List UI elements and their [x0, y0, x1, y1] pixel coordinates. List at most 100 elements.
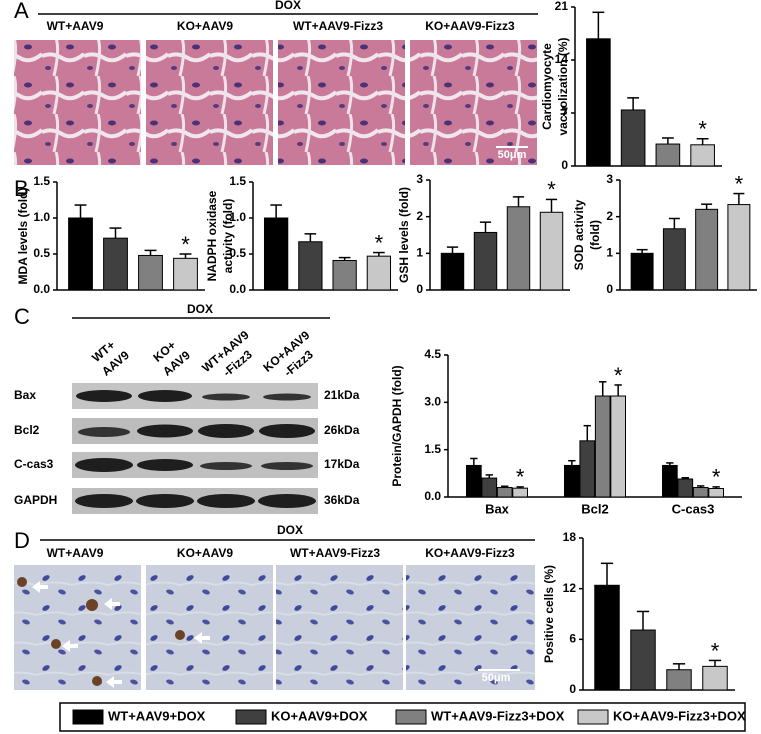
y-axis-label: activity (fold): [221, 199, 235, 274]
bar: [539, 211, 564, 291]
micrograph: [14, 40, 141, 165]
bar: [702, 665, 728, 691]
y-tick-label: 3.0: [424, 395, 441, 409]
bar: [662, 228, 686, 291]
legend-box: [59, 702, 746, 732]
panel-label: C: [14, 304, 30, 329]
bar: [440, 252, 465, 291]
blot-size-label: 21kDa: [324, 388, 360, 402]
legend-swatch: [577, 709, 609, 725]
legend-label: KO+AAV9-Fizz3+DOX: [613, 708, 746, 723]
bar: [473, 231, 498, 291]
y-tick-label: 1.5: [424, 442, 441, 456]
y-axis-label: SOD activity: [572, 199, 586, 270]
western-blot: [72, 383, 318, 514]
micrograph: [146, 40, 273, 165]
blot-size-label: 17kDa: [324, 457, 360, 471]
micrograph: [278, 40, 405, 165]
bar: [496, 487, 513, 498]
bar: [655, 143, 681, 167]
bar: [610, 395, 627, 498]
y-tick-label: 0: [569, 682, 576, 696]
y-tick-label: 1.0: [229, 210, 246, 224]
static-layout: [14, 13, 746, 732]
image-label: WT+AAV9-Fizz3: [293, 19, 383, 33]
y-tick-label: 0.0: [229, 282, 246, 296]
arrows: [32, 581, 210, 688]
y-axis-label: (fold): [588, 220, 602, 250]
y-tick-label: 3: [606, 172, 613, 186]
bar: [298, 241, 323, 291]
bar: [594, 584, 620, 691]
y-tick-label: 0: [606, 282, 613, 296]
y-tick-label: 7: [561, 105, 568, 119]
y-tick-label: 0: [561, 158, 568, 172]
y-tick-label: 6: [569, 632, 576, 646]
significance-mark: *: [712, 465, 721, 490]
bar: [630, 629, 656, 691]
y-axis-label: NADPH oxidase: [205, 190, 219, 281]
bar: [692, 487, 709, 498]
image-label: KO+AAV9: [177, 19, 233, 33]
group-header: DOX: [277, 523, 303, 537]
bar: [103, 237, 128, 291]
significance-mark: *: [547, 177, 556, 202]
legend-swatch: [72, 709, 104, 725]
y-tick-label: 18: [563, 530, 577, 544]
bar: [506, 206, 531, 291]
significance-mark: *: [516, 465, 525, 490]
bar: [594, 395, 611, 498]
y-axis-label: Cardiomyocyte: [540, 43, 554, 130]
y-tick-label: 0.0: [424, 489, 441, 503]
group-header: DOX: [187, 302, 213, 316]
y-axis-label: GSH levels (fold): [397, 187, 411, 283]
y-tick-label: 2: [606, 209, 613, 223]
y-tick-label: 0.5: [33, 246, 50, 260]
y-tick-label: 0: [416, 282, 423, 296]
bar: [138, 254, 163, 291]
legend-label: KO+AAV9+DOX: [271, 708, 368, 723]
blot-size-label: 36kDa: [324, 493, 360, 507]
y-tick-label: 1.5: [33, 174, 50, 188]
image-label: KO+AAV9-Fizz3: [425, 19, 515, 33]
bar: [620, 109, 646, 167]
bar: [332, 259, 357, 291]
y-tick-label: 21: [555, 0, 569, 13]
micrograph: [14, 565, 141, 690]
panel-label: A: [14, 0, 29, 23]
micrograph: [146, 565, 273, 690]
legend-label: WT+AAV9-Fizz3+DOX: [431, 708, 565, 723]
bar: [666, 669, 692, 691]
y-tick-label: 1: [416, 246, 423, 260]
scale-bar-label: 50μm: [482, 672, 511, 684]
bar: [677, 478, 694, 498]
group-header: DOX: [275, 0, 301, 12]
bar: [586, 38, 611, 167]
bar: [708, 487, 725, 498]
positive-nuclei: [17, 577, 185, 686]
y-tick-label: 4.5: [424, 347, 441, 361]
image-label: WT+AAV9: [47, 19, 104, 33]
scale-bar-label: 50μm: [498, 149, 527, 161]
bar: [727, 204, 751, 291]
y-tick-label: 1.5: [229, 174, 246, 188]
blot-size-label: 26kDa: [324, 423, 360, 437]
legend-swatch: [395, 709, 427, 725]
micrograph: [276, 565, 403, 690]
bar: [563, 464, 580, 498]
y-tick-label: 12: [563, 581, 577, 595]
image-label: WT+AAV9-Fizz3: [290, 546, 380, 560]
y-axis-label: Protein/GAPDH (fold): [390, 365, 404, 486]
y-tick-label: 1: [606, 246, 613, 260]
y-axis-label: Positive cells (%): [542, 565, 556, 663]
significance-mark: *: [698, 117, 707, 142]
image-label: KO+AAV9-Fizz3: [425, 546, 515, 560]
legend-swatch: [235, 709, 267, 725]
y-tick-label: 0.0: [33, 282, 50, 296]
bar: [579, 440, 596, 498]
x-tick-label: Bax: [485, 501, 510, 516]
bar: [512, 487, 529, 498]
significance-mark: *: [711, 638, 720, 663]
significance-mark: *: [181, 232, 190, 257]
